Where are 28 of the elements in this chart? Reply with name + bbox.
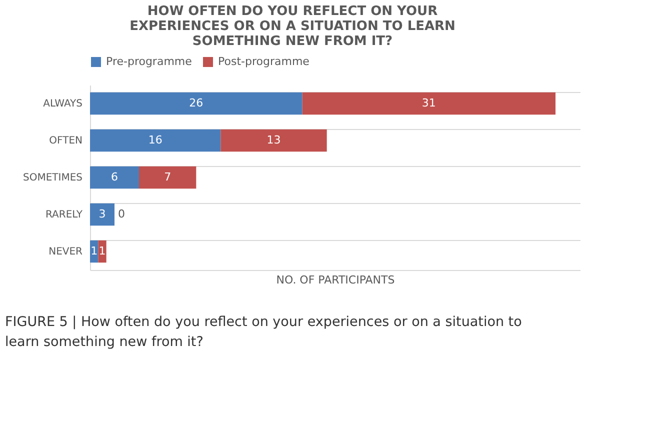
y-tick-label: OFTEN — [49, 136, 82, 146]
data-label: 6 — [111, 170, 118, 184]
bar — [139, 166, 196, 189]
bar — [90, 203, 114, 226]
bar — [302, 92, 556, 115]
data-label: 7 — [164, 170, 172, 184]
data-label: 13 — [266, 134, 281, 146]
bar — [220, 129, 327, 152]
bar — [90, 166, 139, 189]
chart-title: HOW OFTEN DO YOU REFLECT ON YOUR EXPERIENCES OR ON A SITUATION TO LEARN SOMETHING NEW FROM IT? — [130, 4, 456, 49]
data-label: 0 — [118, 208, 125, 220]
data-label: 31 — [422, 96, 436, 110]
bar — [90, 129, 221, 152]
data-label: 26 — [189, 96, 204, 110]
legend-label: Post-programme — [218, 55, 310, 68]
y-tick-label: SOMETIMES — [22, 172, 82, 184]
bar — [90, 92, 302, 115]
data-label: 1 — [98, 244, 106, 258]
x-axis-title: NO. OF PARTICIPANTS — [276, 274, 395, 286]
bar — [98, 240, 106, 263]
data-label: 1 — [90, 244, 98, 258]
data-label: 16 — [148, 134, 162, 146]
data-label: 3 — [98, 208, 106, 220]
y-tick-label: RARELY — [45, 210, 84, 220]
caption: FIGURE 5 | How often do you reflect on your experiences or on a situation to learn something new from it? — [5, 314, 522, 350]
y-tick-label: NEVER — [48, 246, 83, 258]
y-tick-label: ALWAYS — [43, 98, 82, 110]
legend-label: Pre-programme — [106, 55, 192, 68]
